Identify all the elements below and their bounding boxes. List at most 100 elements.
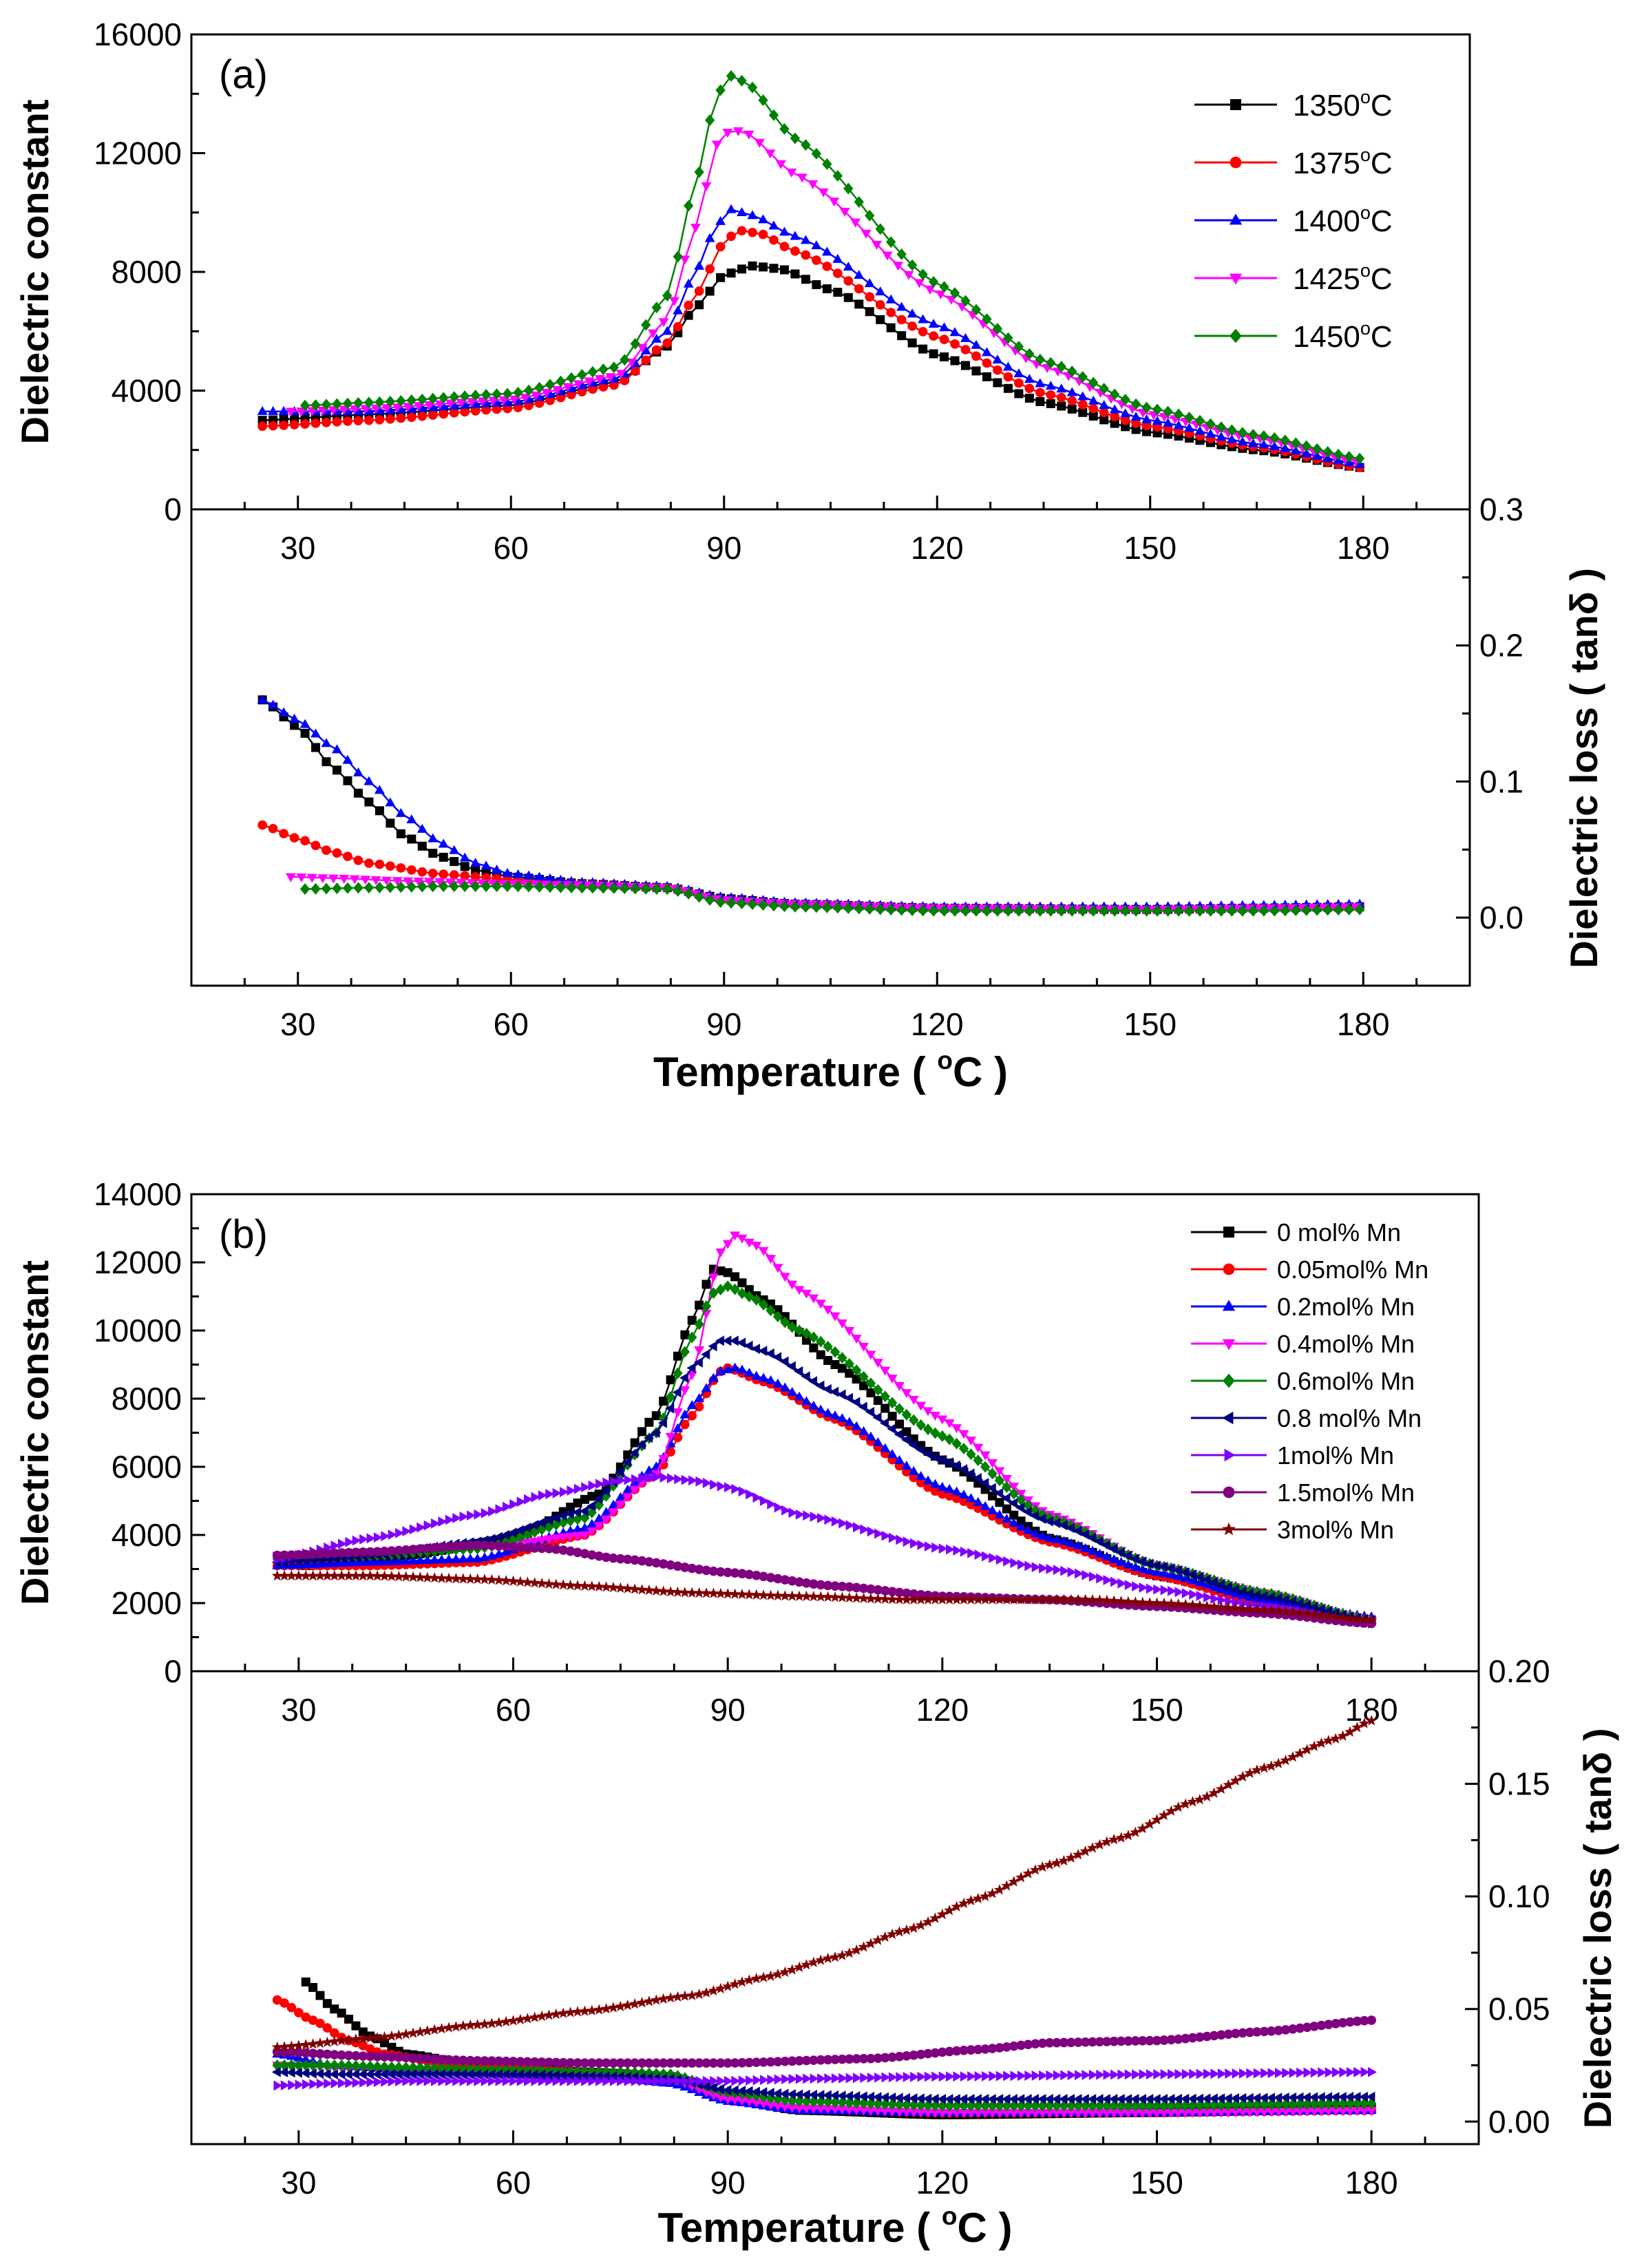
- permittivity-point: [626, 358, 637, 368]
- permittivity-point: [872, 1412, 882, 1423]
- permittivity-point: [279, 1570, 291, 1581]
- permittivity-point: [1152, 416, 1163, 425]
- permittivity-point: [372, 1547, 382, 1557]
- permittivity-point: [875, 286, 886, 296]
- permittivity-point: [529, 1577, 540, 1588]
- loss-point: [1152, 2109, 1162, 2118]
- permittivity-point: [982, 313, 992, 326]
- loss-point: [457, 2020, 469, 2031]
- permittivity-point: [953, 1545, 962, 1556]
- permittivity-point: [1051, 1534, 1062, 1544]
- loss-point: [1008, 1876, 1020, 1887]
- loss-point: [394, 2053, 404, 2062]
- permittivity-point: [551, 385, 562, 395]
- permittivity-point: [268, 421, 278, 431]
- permittivity-point: [812, 255, 821, 265]
- permittivity-point: [1108, 1543, 1118, 1554]
- permittivity-point: [552, 1487, 562, 1498]
- loss-point: [439, 852, 448, 862]
- loss-point: [858, 2091, 867, 2102]
- permittivity-point: [651, 345, 662, 355]
- permittivity-point: [1003, 1556, 1013, 1567]
- permittivity-point: [1301, 1600, 1311, 1611]
- permittivity-point: [1194, 1600, 1205, 1611]
- permittivity-point: [716, 273, 726, 282]
- permittivity-point: [587, 365, 598, 378]
- loss-point: [428, 849, 438, 858]
- loss-point: [916, 2099, 926, 2112]
- permittivity-point: [922, 1448, 932, 1459]
- permittivity-point: [452, 1513, 462, 1524]
- loss-point: [1051, 2099, 1062, 2112]
- permittivity-point: [640, 345, 651, 354]
- loss-point: [794, 1961, 805, 1972]
- permittivity-point: [360, 405, 371, 414]
- loss-point: [951, 2046, 962, 2056]
- permittivity-point: [873, 1585, 883, 1595]
- permittivity-point: [330, 1540, 340, 1551]
- permittivity-point: [601, 1507, 612, 1516]
- permittivity-point: [903, 271, 914, 280]
- permittivity-point: [375, 415, 385, 425]
- loss-point: [1116, 2099, 1126, 2112]
- loss-point: [1181, 2033, 1190, 2044]
- loss-point: [449, 845, 460, 854]
- lower-y-tick-label: 0.20: [1488, 1653, 1550, 1689]
- permittivity-point: [1023, 1499, 1033, 1512]
- loss-point: [916, 2108, 927, 2118]
- loss-point: [428, 880, 438, 893]
- legend-marker: [1230, 156, 1242, 169]
- loss-point: [353, 882, 363, 894]
- series-8: [272, 1540, 1376, 2068]
- permittivity-point: [1066, 1538, 1077, 1547]
- permittivity-point: [854, 270, 865, 279]
- permittivity-point: [708, 1587, 719, 1598]
- permittivity-point: [638, 1473, 648, 1484]
- loss-point: [710, 2075, 719, 2086]
- loss-point: [452, 2075, 462, 2086]
- permittivity-point: [657, 1585, 669, 1596]
- loss-point: [332, 744, 342, 754]
- loss-point: [436, 2055, 447, 2064]
- loss-point: [788, 2073, 798, 2084]
- loss-point: [351, 2050, 361, 2061]
- permittivity-point: [522, 1576, 534, 1587]
- loss-point: [1237, 904, 1248, 917]
- loss-point: [1195, 2032, 1205, 2042]
- loss-point: [1244, 2092, 1254, 2103]
- upper-x-tick-label: 180: [1337, 530, 1390, 566]
- loss-point: [768, 900, 779, 912]
- lower-y-tick-label: 0.05: [1488, 1991, 1550, 2027]
- permittivity-point: [971, 304, 982, 316]
- loss-point: [795, 2073, 805, 2084]
- permittivity-point: [587, 1550, 597, 1560]
- permittivity-point: [694, 1393, 705, 1403]
- upper-y-tick-label: 4000: [112, 1517, 182, 1553]
- loss-point: [343, 776, 352, 785]
- loss-point: [465, 2069, 474, 2080]
- permittivity-point: [1216, 432, 1227, 441]
- permittivity-point: [817, 1513, 827, 1523]
- loss-point: [1367, 2066, 1377, 2077]
- permittivity-point: [858, 1426, 869, 1435]
- permittivity-point: [352, 405, 363, 415]
- permittivity-point: [918, 268, 928, 281]
- loss-point: [865, 903, 875, 915]
- permittivity-point: [1015, 1494, 1026, 1506]
- permittivity-point: [939, 281, 949, 293]
- permittivity-point: [944, 1483, 955, 1493]
- permittivity-point: [723, 1567, 732, 1578]
- loss-point: [1245, 2108, 1256, 2117]
- permittivity-point: [629, 1485, 640, 1495]
- upper-y-tick-label: 16000: [94, 17, 182, 52]
- permittivity-point: [1009, 1518, 1020, 1527]
- permittivity-point: [722, 1240, 733, 1249]
- permittivity-point: [651, 1558, 662, 1568]
- permittivity-point: [1294, 1607, 1306, 1618]
- loss-point: [1309, 2107, 1320, 2117]
- permittivity-point: [1044, 1512, 1055, 1524]
- permittivity-point: [896, 315, 907, 325]
- loss-point: [901, 2099, 912, 2111]
- loss-point: [1230, 2108, 1241, 2117]
- loss-point: [1344, 2092, 1354, 2102]
